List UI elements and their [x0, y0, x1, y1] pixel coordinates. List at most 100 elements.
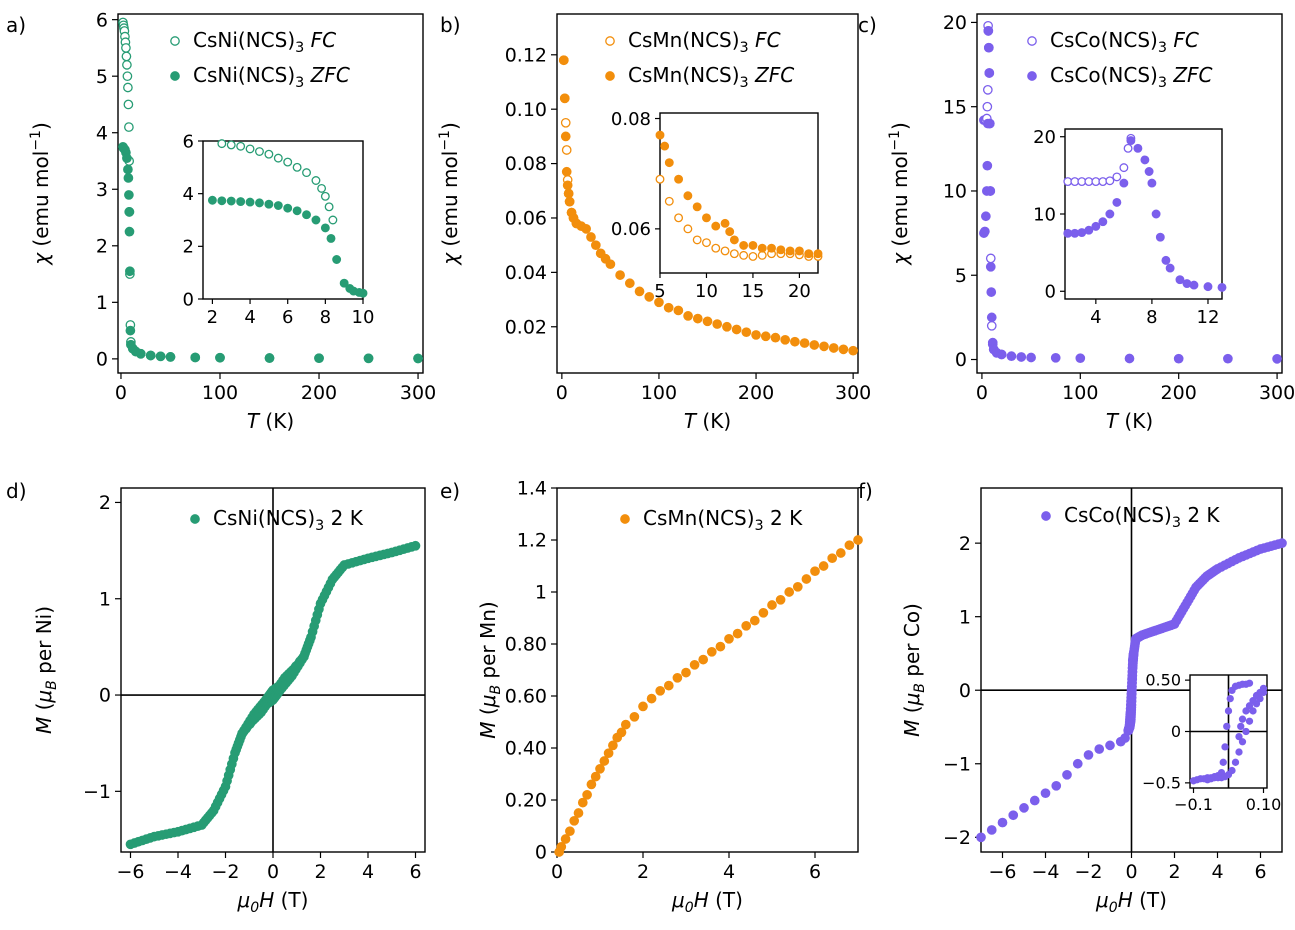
data-point [715, 641, 726, 652]
y-tick-label: 0.80 [505, 634, 547, 656]
data-point [775, 594, 786, 605]
data-point [1133, 143, 1143, 153]
x-tick-label: 2 [637, 861, 649, 883]
data-point [767, 243, 776, 253]
data-point [595, 763, 605, 774]
series [558, 55, 858, 356]
x-tick-label: 200 [1161, 382, 1197, 404]
data-point [720, 246, 730, 256]
data-point [207, 195, 217, 205]
y-tick-label: 6 [183, 131, 194, 152]
data-point [122, 60, 132, 70]
data-point [605, 259, 616, 270]
data-point [1094, 744, 1105, 754]
data-point [564, 196, 575, 207]
data-point [1203, 282, 1213, 292]
main-axes-frame [117, 13, 424, 374]
y-tick-label: 5 [96, 66, 108, 88]
data-point [122, 153, 132, 164]
data-point [725, 227, 735, 237]
data-point [732, 628, 743, 639]
data-point [1105, 176, 1115, 186]
x-tick-label: −4 [1031, 861, 1059, 883]
data-point [559, 93, 570, 104]
x-tick-label: 4 [362, 861, 374, 883]
y-tick-label: 1 [959, 606, 971, 628]
y-tick-label: 1.2 [517, 530, 547, 552]
data-point [983, 42, 994, 53]
data-point [292, 162, 302, 172]
data-point [984, 68, 995, 78]
x-tick-label: −0.1 [1174, 795, 1213, 814]
data-point [561, 145, 572, 155]
data-point [320, 223, 330, 233]
x-tick-label: 100 [1062, 382, 1098, 404]
data-point [724, 633, 734, 644]
x-tick-label: −2 [211, 861, 239, 883]
data-point [332, 255, 342, 264]
data-point [731, 324, 742, 335]
series [979, 26, 1282, 364]
data-point [673, 305, 684, 316]
data-point [835, 548, 846, 558]
x-axis-label: T (K) [684, 409, 731, 433]
data-point [1112, 172, 1122, 182]
data-point [712, 319, 723, 329]
y-tick-label: 0 [959, 680, 971, 702]
data-point [683, 311, 693, 321]
data-point [810, 566, 820, 577]
data-point [664, 158, 674, 168]
data-point [190, 352, 201, 363]
data-point [573, 808, 584, 818]
data-point [785, 246, 795, 256]
data-point [556, 841, 567, 852]
data-point [758, 607, 769, 618]
data-point [311, 215, 321, 225]
data-point [586, 232, 596, 242]
data-point [729, 249, 739, 259]
data-point [683, 191, 693, 201]
data-point [620, 719, 631, 730]
data-point [663, 680, 674, 691]
data-point [1245, 717, 1254, 725]
y-tick-label: 0.06 [505, 208, 547, 230]
data-point [245, 197, 255, 207]
data-point [1242, 727, 1250, 736]
data-point [644, 291, 655, 302]
data-point [638, 701, 648, 712]
y-tick-label: 2 [96, 235, 108, 257]
x-tick-label: 20 [788, 281, 811, 302]
x-tick-label: 0 [115, 382, 127, 404]
legend: CsMn(NCS)3 FC CsMn(NCS)3 ZFC [605, 28, 794, 91]
legend-entry: CsMn(NCS)3 2 K [643, 506, 803, 534]
data-point [985, 186, 996, 196]
data-point [1041, 511, 1051, 521]
x-tick-label: 0 [1125, 861, 1137, 883]
panel-e: e) 0 2 4 6 0 0.20 0.40 0.60 0.80 1 1.2 1.4 M (μB per … [440, 478, 863, 916]
data-point [848, 345, 858, 356]
data-point [1189, 280, 1199, 290]
panel-label: a) [6, 13, 26, 37]
data-point [838, 344, 849, 355]
y-tick-label: 3 [96, 179, 108, 201]
y-tick-label: 20 [943, 12, 967, 34]
data-point [1155, 232, 1165, 242]
panel-d: d) −6 −4 −2 0 2 4 6 −1 0 1 2 M (μB per Ni) μ0H (T) CsN… [6, 479, 426, 916]
x-tick-label: 300 [400, 382, 436, 404]
data-point [561, 166, 572, 177]
series [1063, 136, 1227, 292]
data-point [264, 199, 274, 209]
data-point [1235, 732, 1243, 741]
panel-label: c) [858, 13, 877, 37]
series [1235, 684, 1268, 741]
data-point [358, 288, 368, 298]
data-point [562, 180, 573, 191]
data-point [1223, 722, 1231, 731]
data-point [1219, 758, 1227, 766]
data-point [1147, 178, 1157, 188]
data-point [1217, 282, 1227, 292]
data-point [1050, 352, 1061, 363]
data-point [603, 748, 614, 759]
